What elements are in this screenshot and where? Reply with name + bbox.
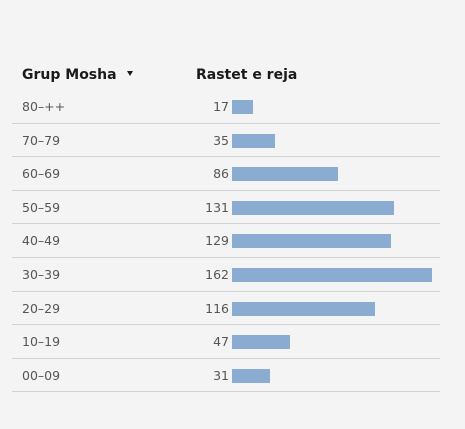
table-row: 10–19 47 <box>12 325 440 359</box>
value-label: 162 <box>205 267 229 282</box>
age-group-column-header[interactable]: Grup Mosha <box>22 67 133 83</box>
table-row: 80–++ 17 <box>12 90 440 124</box>
bar <box>232 234 392 249</box>
value-label: 17 <box>213 99 229 114</box>
value-label: 31 <box>213 367 229 383</box>
value-label: 86 <box>213 166 229 182</box>
bar <box>232 133 276 148</box>
new-cases-header-label: Rastet e reja <box>196 67 298 83</box>
table-row: 60–69 86 <box>12 157 440 191</box>
table-row: 20–29 116 <box>12 292 440 326</box>
value-label: 35 <box>213 132 229 148</box>
bar <box>232 268 432 282</box>
table-row: 00–09 31 <box>12 359 440 393</box>
table-row: 30–39 162 <box>12 258 440 292</box>
value-label: 129 <box>205 233 229 249</box>
age-group-label: 40–49 <box>22 233 61 249</box>
bar <box>232 335 291 350</box>
age-group-label: 00–09 <box>22 367 61 383</box>
table-row: 40–49 129 <box>12 224 440 258</box>
value-label: 131 <box>205 199 229 215</box>
table-row: 70–79 35 <box>12 124 440 158</box>
bar <box>232 368 271 383</box>
caret-down-icon[interactable] <box>126 70 133 76</box>
age-group-label: 60–69 <box>22 166 61 182</box>
bar <box>232 167 339 182</box>
age-group-label: 30–39 <box>22 267 61 282</box>
value-label: 116 <box>205 300 229 316</box>
new-cases-column-header: Rastet e reja <box>196 67 297 83</box>
table-row: 50–59 131 <box>12 191 440 225</box>
bar <box>232 301 376 316</box>
bar <box>232 200 394 215</box>
age-group-header-label: Grup Mosha <box>22 67 117 83</box>
age-group-label: 10–19 <box>22 334 61 350</box>
age-group-label: 50–59 <box>22 199 61 215</box>
bar <box>232 100 253 114</box>
age-group-label: 20–29 <box>22 300 61 316</box>
age-group-label: 80–++ <box>22 99 66 114</box>
value-label: 47 <box>213 334 229 350</box>
age-group-label: 70–79 <box>22 132 61 148</box>
